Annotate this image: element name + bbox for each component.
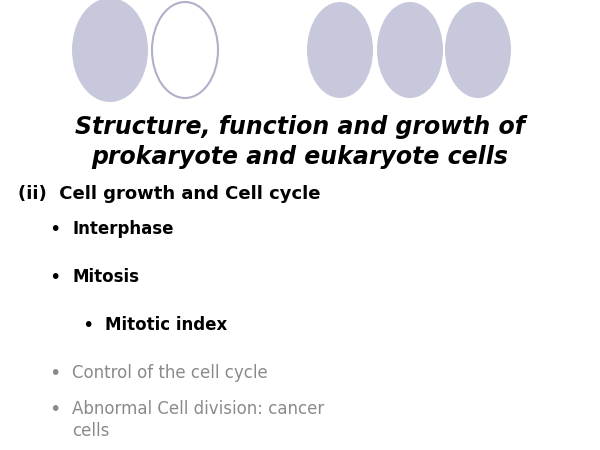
Text: (ii)  Cell growth and Cell cycle: (ii) Cell growth and Cell cycle [18, 185, 320, 203]
Text: Abnormal Cell division: cancer
cells: Abnormal Cell division: cancer cells [72, 400, 324, 440]
Ellipse shape [152, 2, 218, 98]
Ellipse shape [445, 2, 511, 98]
Text: •: • [49, 364, 61, 383]
Text: Control of the cell cycle: Control of the cell cycle [72, 364, 268, 382]
Text: •: • [49, 400, 61, 419]
Text: Structure, function and growth of
prokaryote and eukaryote cells: Structure, function and growth of prokar… [75, 115, 525, 169]
Ellipse shape [307, 2, 373, 98]
Text: •: • [49, 268, 61, 287]
Text: •: • [82, 316, 94, 335]
Text: Mitotic index: Mitotic index [105, 316, 227, 334]
Ellipse shape [72, 0, 148, 102]
Text: •: • [49, 220, 61, 239]
Text: Interphase: Interphase [72, 220, 173, 238]
Text: Mitosis: Mitosis [72, 268, 139, 286]
Ellipse shape [377, 2, 443, 98]
